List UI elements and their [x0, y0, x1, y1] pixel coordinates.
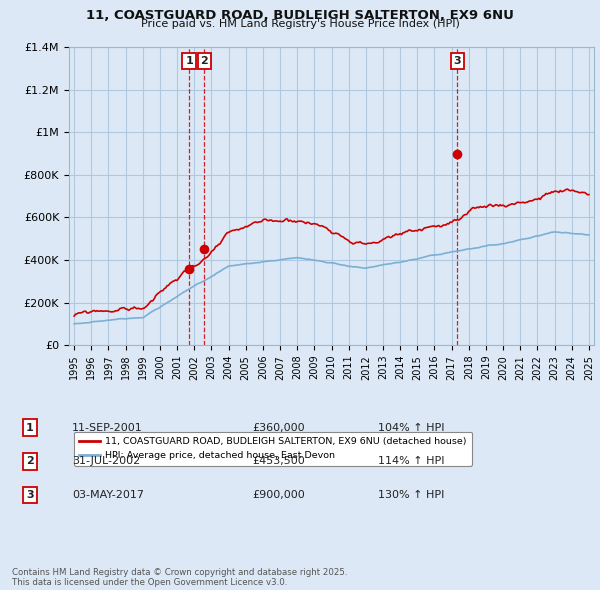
Text: 31-JUL-2002: 31-JUL-2002: [72, 457, 140, 466]
Text: Contains HM Land Registry data © Crown copyright and database right 2025.
This d: Contains HM Land Registry data © Crown c…: [12, 568, 347, 587]
Text: Price paid vs. HM Land Registry's House Price Index (HPI): Price paid vs. HM Land Registry's House …: [140, 19, 460, 30]
Text: £900,000: £900,000: [252, 490, 305, 500]
Text: 11-SEP-2001: 11-SEP-2001: [72, 423, 143, 432]
Legend: 11, COASTGUARD ROAD, BUDLEIGH SALTERTON, EX9 6NU (detached house), HPI: Average : 11, COASTGUARD ROAD, BUDLEIGH SALTERTON,…: [74, 431, 472, 466]
Text: 1: 1: [185, 56, 193, 66]
Text: 1: 1: [26, 423, 34, 432]
Text: 03-MAY-2017: 03-MAY-2017: [72, 490, 144, 500]
Text: 2: 2: [200, 56, 208, 66]
Text: 11, COASTGUARD ROAD, BUDLEIGH SALTERTON, EX9 6NU: 11, COASTGUARD ROAD, BUDLEIGH SALTERTON,…: [86, 9, 514, 22]
Text: 130% ↑ HPI: 130% ↑ HPI: [378, 490, 445, 500]
Text: £453,500: £453,500: [252, 457, 305, 466]
Text: 114% ↑ HPI: 114% ↑ HPI: [378, 457, 445, 466]
Text: 104% ↑ HPI: 104% ↑ HPI: [378, 423, 445, 432]
Text: 3: 3: [26, 490, 34, 500]
Text: 2: 2: [26, 457, 34, 466]
Text: £360,000: £360,000: [252, 423, 305, 432]
Text: 3: 3: [454, 56, 461, 66]
